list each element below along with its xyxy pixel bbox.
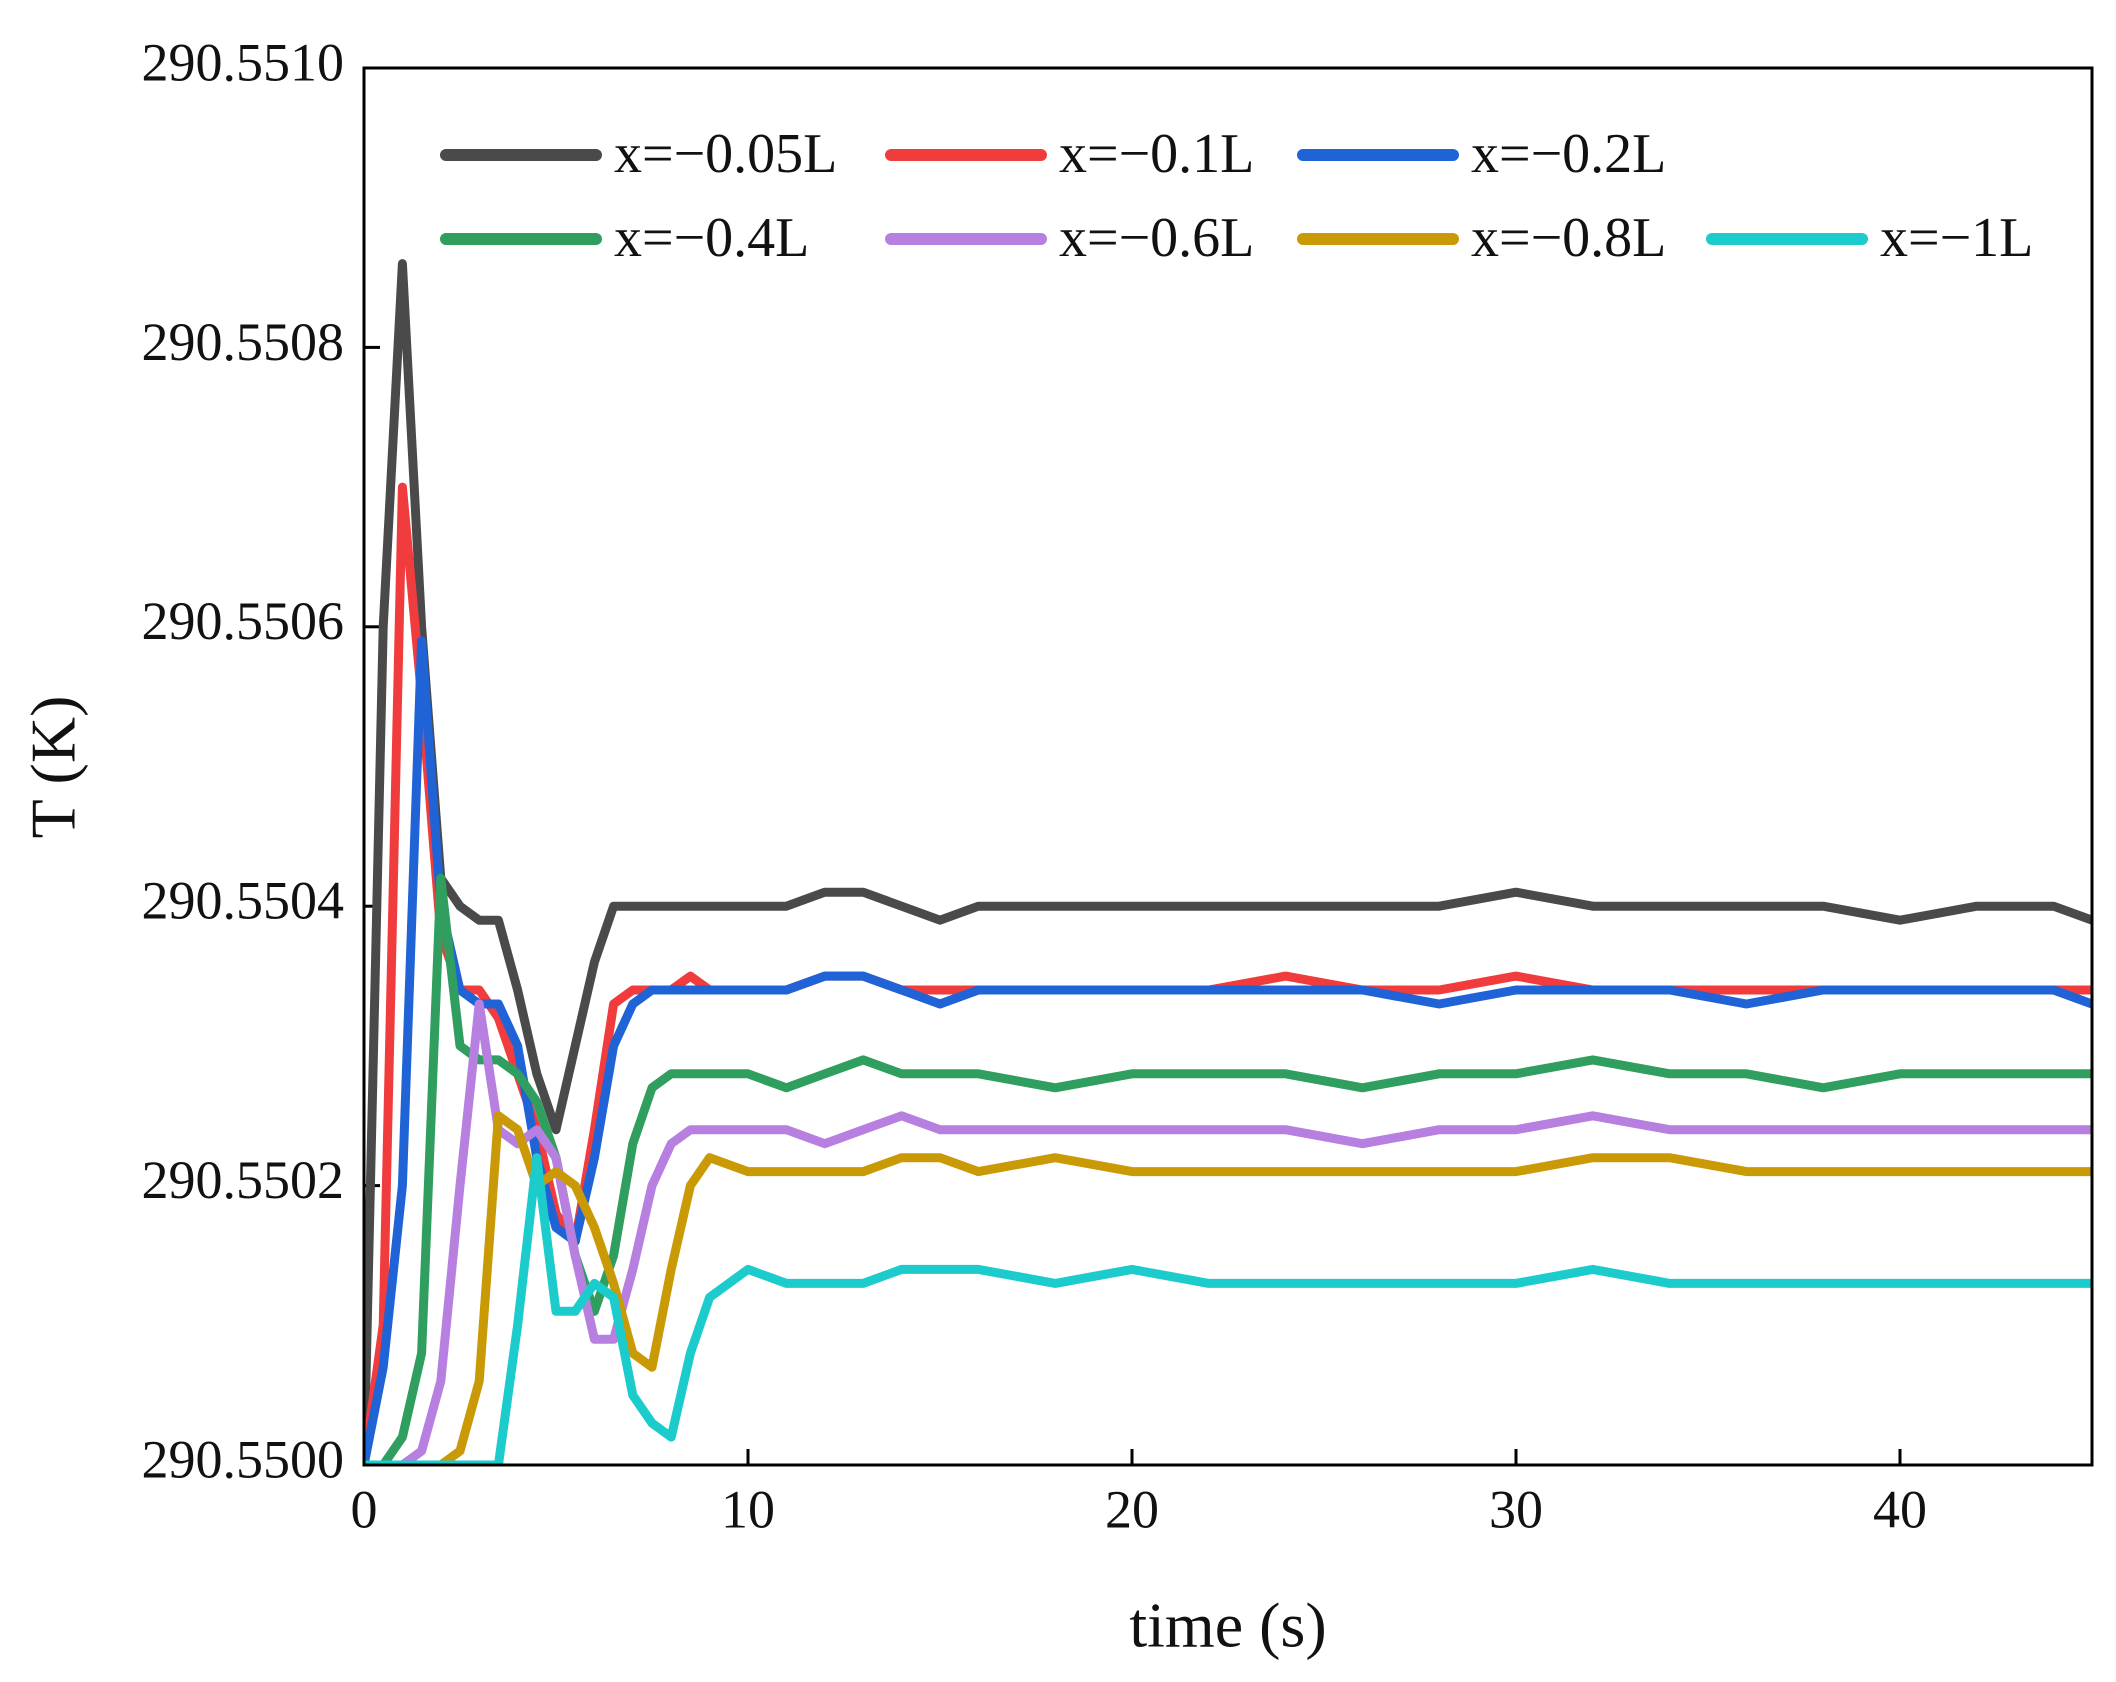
legend-text: x=−0.8L: [1471, 207, 1666, 269]
y-tick-label: 290.5504: [142, 871, 345, 931]
plot-frame: [362, 66, 2094, 1467]
legend-text: x=−0.1L: [1059, 123, 1254, 185]
y-tick-label: 290.5506: [142, 591, 345, 651]
series-line: [364, 999, 2092, 1465]
y-axis-title: T (K): [18, 696, 89, 839]
y-tick-label: 290.5502: [142, 1150, 345, 1210]
y-tick-label: 290.5500: [142, 1429, 345, 1489]
legend-text: x=−0.2L: [1471, 123, 1666, 185]
x-tick-label: 30: [1489, 1479, 1543, 1539]
plot-lines: [364, 259, 2092, 1465]
legend-text: x=−0.4L: [614, 207, 809, 269]
series-line: [364, 259, 2092, 1465]
x-tick-label: 10: [721, 1479, 775, 1539]
y-tick-label: 290.5510: [142, 32, 345, 92]
legend-text: x=−1L: [1880, 207, 2033, 269]
x-tick-label: 20: [1105, 1479, 1159, 1539]
legend-text: x=−0.05L: [614, 123, 837, 185]
x-axis-title: time (s): [1129, 1590, 1326, 1661]
series-line: [364, 636, 2092, 1465]
x-tick-label: 0: [351, 1479, 378, 1539]
legend-text: x=−0.6L: [1059, 207, 1254, 269]
series-line: [364, 1111, 2092, 1465]
x-tick-label: 40: [1873, 1479, 1927, 1539]
series-line: [364, 1153, 2092, 1465]
y-tick-label: 290.5508: [142, 312, 345, 372]
